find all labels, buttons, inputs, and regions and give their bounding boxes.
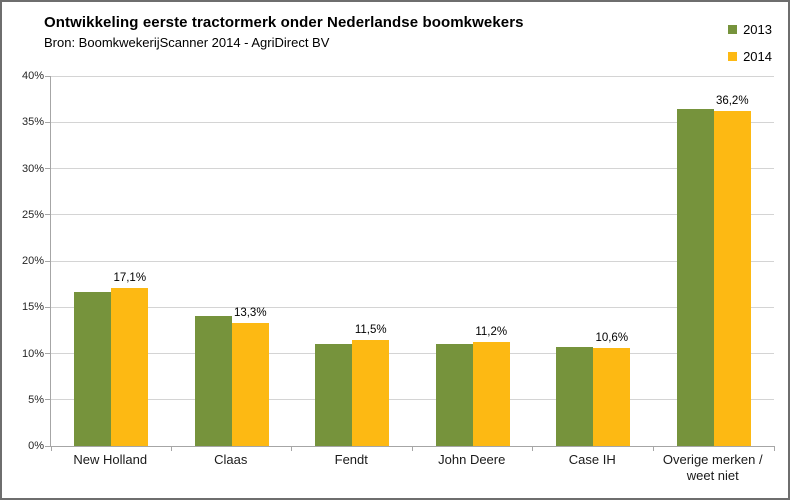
y-tick-label: 5% bbox=[28, 393, 44, 406]
x-axis-tick bbox=[291, 446, 293, 451]
x-category-label: Fendt bbox=[334, 452, 368, 467]
y-tick-label: 0% bbox=[28, 440, 44, 452]
gridline bbox=[51, 214, 774, 216]
bar-group: 36,2% bbox=[654, 76, 775, 446]
data-label: 13,3% bbox=[233, 306, 267, 319]
bar-2013 bbox=[194, 315, 232, 446]
y-axis-tick bbox=[45, 75, 50, 77]
y-axis-tick bbox=[45, 260, 50, 262]
bar-2014 bbox=[231, 322, 269, 446]
chart-header: Ontwikkeling eerste tractormerk onder Ne… bbox=[44, 14, 524, 50]
y-tick-label: 40% bbox=[21, 70, 44, 82]
x-axis-tick bbox=[170, 446, 172, 451]
bar-2013 bbox=[435, 344, 473, 446]
x-category-label: New Holland bbox=[73, 452, 148, 467]
plot-area: 17,1% 13,3% 11,5% 11,2% 10,6% 36,2% bbox=[45, 75, 775, 451]
bar-2014 bbox=[593, 347, 631, 446]
y-axis-tick bbox=[45, 214, 50, 216]
x-axis-tick bbox=[653, 446, 654, 451]
x-axis-tick bbox=[412, 446, 413, 451]
x-axis-tick bbox=[773, 446, 775, 451]
gridline bbox=[51, 306, 774, 308]
data-label: 36,2% bbox=[715, 95, 749, 108]
bar-group: 10,6% bbox=[533, 76, 654, 446]
y-tick-label: 20% bbox=[21, 255, 44, 267]
chart-subtitle: Bron: BoomkwekerijScanner 2014 - AgriDir… bbox=[44, 35, 330, 50]
bar-group: 17,1% bbox=[51, 76, 172, 446]
y-tick-label: 30% bbox=[21, 162, 44, 175]
x-axis-labels: New Holland Claas Fendt John Deere Case IH Ov… bbox=[50, 452, 773, 484]
bar-group: 13,3% bbox=[172, 76, 293, 446]
data-label: 11,5% bbox=[354, 323, 387, 336]
legend-item-2013: 2013 bbox=[728, 22, 772, 37]
legend-item-2014: 2014 bbox=[728, 49, 772, 64]
x-category-label: Case IH bbox=[568, 452, 616, 467]
gridline bbox=[51, 121, 774, 123]
y-tick-label: 35% bbox=[21, 116, 44, 129]
data-label: 17,1% bbox=[113, 271, 147, 284]
bar-group: 11,2% bbox=[413, 76, 534, 446]
legend-label: 2014 bbox=[743, 49, 772, 64]
y-tick-label: 10% bbox=[21, 347, 44, 360]
y-axis-tick bbox=[45, 306, 50, 308]
gridline bbox=[51, 353, 774, 354]
y-axis-tick bbox=[45, 445, 50, 447]
bar-group: 11,5% bbox=[292, 76, 413, 446]
y-tick-label: 15% bbox=[21, 301, 44, 314]
data-label: 10,6% bbox=[595, 331, 629, 344]
x-axis-tick bbox=[532, 446, 534, 451]
legend-swatch-icon bbox=[728, 52, 738, 61]
legend-swatch-icon bbox=[728, 25, 738, 34]
y-axis-tick bbox=[45, 168, 50, 169]
x-category-label: Overige merken / weet niet bbox=[662, 452, 763, 483]
bar-2014 bbox=[713, 111, 751, 446]
bar-2014 bbox=[352, 339, 390, 446]
y-axis-tick bbox=[45, 353, 50, 354]
gridline bbox=[51, 168, 774, 169]
y-axis-tick bbox=[45, 399, 50, 401]
y-axis-tick bbox=[45, 121, 50, 123]
legend: 2013 2014 bbox=[728, 22, 772, 64]
gridline bbox=[51, 399, 774, 401]
bar-2013 bbox=[315, 344, 353, 446]
x-category-label: Claas bbox=[214, 452, 248, 467]
gridline bbox=[51, 260, 774, 262]
data-label: 11,2% bbox=[475, 326, 508, 339]
x-category-label: John Deere bbox=[438, 452, 506, 467]
bar-2013 bbox=[676, 109, 714, 446]
gridline bbox=[51, 75, 774, 77]
y-tick-label: 25% bbox=[21, 208, 44, 221]
bar-2014 bbox=[472, 342, 510, 446]
legend-label: 2013 bbox=[743, 22, 772, 37]
x-axis-tick bbox=[50, 446, 52, 451]
bar-2013 bbox=[74, 291, 112, 446]
bar-2014 bbox=[111, 287, 149, 446]
chart-title: Ontwikkeling eerste tractormerk onder Ne… bbox=[44, 14, 524, 31]
bar-2013 bbox=[556, 347, 594, 446]
